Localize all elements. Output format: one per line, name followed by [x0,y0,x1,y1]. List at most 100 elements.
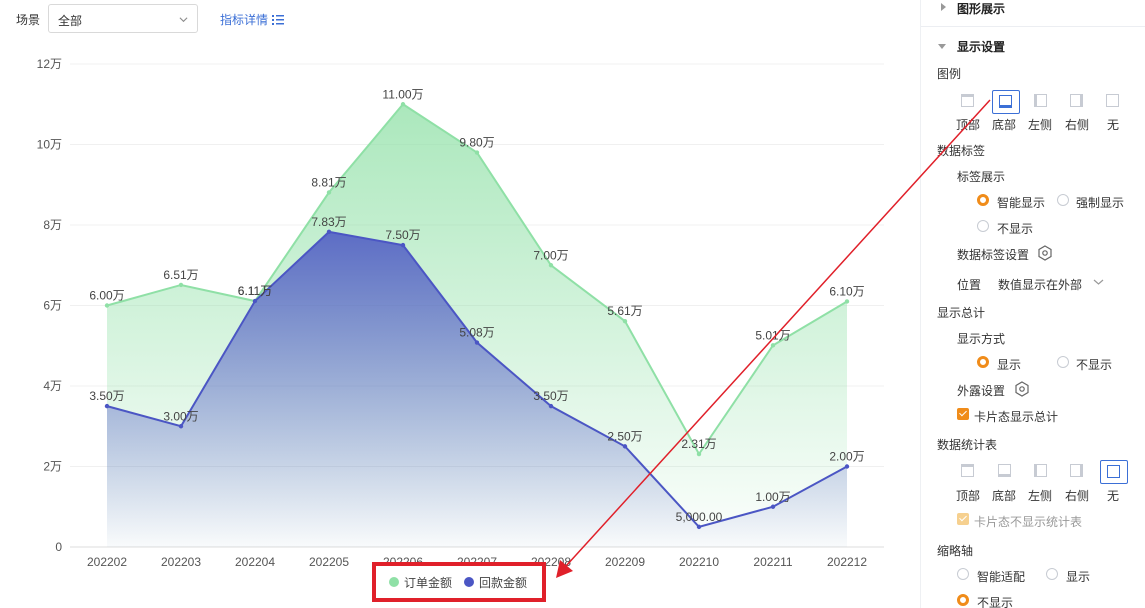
stat-opt-label: 无 [1107,489,1120,503]
area-chart: 0 2万 4万 6万 8万 10万 12万 202202 202203 202204 202205 2… [37,57,884,569]
data-point [252,298,258,304]
x-tick-label: 202203 [161,555,201,569]
x-tick-label: 202210 [679,555,719,569]
data-label: 1.00万 [755,490,790,504]
data-label: 5.61万 [607,304,642,318]
legend-item-payment[interactable]: 回款金额 [464,574,527,590]
expose-settings-label: 外露设置 [957,384,1006,398]
radio-total-show-label[interactable]: 显示 [997,358,1022,372]
stat-pos-right[interactable] [1064,460,1092,484]
radio-axis-hide-label[interactable]: 不显示 [977,596,1014,608]
data-point [474,340,480,345]
gear-icon[interactable] [1037,245,1053,261]
x-tick-label: 202209 [605,555,645,569]
y-tick-label: 6万 [43,299,62,313]
data-label: 5.01万 [755,328,790,342]
chart-legend: 订单金额 回款金额 [389,574,527,590]
metric-detail-link[interactable]: 指标详情 [220,11,285,28]
label-display-title: 标签展示 [957,170,1006,184]
stat-pos-bottom[interactable] [992,460,1020,484]
gear-icon[interactable] [1014,381,1030,397]
legend-dot-payment [464,577,475,587]
data-label: 6.51万 [163,268,198,282]
data-point [844,299,850,304]
stat-opt-label: 底部 [992,489,1017,503]
legend-pos-none[interactable] [1100,90,1128,114]
data-point [104,303,110,308]
data-label: 3.50万 [89,389,124,403]
caret-down-icon[interactable] [938,42,946,50]
legend-pos-left[interactable] [1028,90,1056,114]
legend-highlight-box [372,562,546,602]
layout-none-icon [1107,465,1120,478]
y-tick-label: 4万 [43,379,62,393]
stat-opt-label: 左侧 [1028,489,1053,503]
data-label: 6.00万 [89,289,124,303]
data-point [474,150,480,155]
radio-total-show[interactable] [977,356,989,368]
checkbox-card-no-stat-label[interactable]: 卡片态不显示统计表 [974,515,1083,529]
data-label: 11.00万 [382,87,423,101]
radio-smart-display[interactable] [977,194,989,206]
legend-pos-right[interactable] [1064,90,1092,114]
scene-select-value: 全部 [58,14,83,28]
data-point [178,282,184,288]
data-label-title: 数据标签 [937,144,986,158]
legend-opt-label: 底部 [992,118,1017,132]
data-point [622,318,628,324]
stat-pos-top[interactable] [955,460,983,484]
data-label: 5,000.00 [676,510,723,524]
data-label: 3.50万 [533,389,568,403]
checkbox-card-total-label[interactable]: 卡片态显示总计 [974,410,1059,424]
position-label: 位置 [957,278,982,292]
data-point [400,242,406,248]
stat-opt-label: 顶部 [956,489,981,503]
display-mode-label: 显示方式 [957,332,1006,346]
position-select-value[interactable]: 数值显示在外部 [998,278,1083,292]
list-icon [272,15,285,25]
x-tick-label: 202205 [309,555,349,569]
layout-bottom-icon [998,464,1011,477]
radio-axis-show-label[interactable]: 显示 [1066,570,1091,584]
radio-total-hide[interactable] [1057,356,1069,368]
radio-axis-show[interactable] [1046,568,1058,580]
divider [921,26,1145,27]
layout-top-icon [961,464,974,477]
radio-smart-label[interactable]: 智能显示 [997,196,1046,210]
y-tick-label: 12万 [37,57,62,71]
checkbox-card-no-stat[interactable] [957,513,969,525]
legend-pos-bottom[interactable] [992,90,1020,114]
scene-select[interactable]: 全部 [48,4,198,33]
caret-right-icon[interactable] [939,3,947,11]
radio-force-label[interactable]: 强制显示 [1076,196,1125,210]
data-label: 2.50万 [607,429,642,443]
radio-no-display[interactable] [977,220,989,232]
stat-table-title: 数据统计表 [937,438,998,452]
radio-total-hide-label[interactable]: 不显示 [1076,358,1113,372]
total-section-title: 显示总计 [937,306,986,320]
radio-axis-smart[interactable] [957,568,969,580]
radio-no-display-label[interactable]: 不显示 [997,222,1034,236]
legend-item-order[interactable]: 订单金额 [389,574,452,590]
legend-dot-order [389,577,399,587]
graph-display-header[interactable]: 图形展示 [957,2,1006,16]
chevron-down-icon[interactable] [1093,278,1104,286]
stat-pos-none[interactable] [1100,460,1128,484]
radio-axis-smart-label[interactable]: 智能适配 [977,570,1026,584]
data-label-settings: 数据标签设置 [957,248,1030,262]
legend-pos-top[interactable] [955,90,983,114]
checkbox-card-total[interactable] [957,408,969,420]
data-point [548,403,554,409]
stat-pos-left[interactable] [1028,460,1056,484]
layout-top-icon [961,94,974,107]
data-point [326,229,332,235]
display-settings-header[interactable]: 显示设置 [957,40,1006,54]
axis-section-title: 缩略轴 [937,544,974,558]
x-tick-label: 202204 [235,555,275,569]
layout-left-icon [1034,464,1047,477]
data-point [844,464,850,469]
radio-axis-hide[interactable] [957,594,969,606]
radio-force-display[interactable] [1057,194,1069,206]
